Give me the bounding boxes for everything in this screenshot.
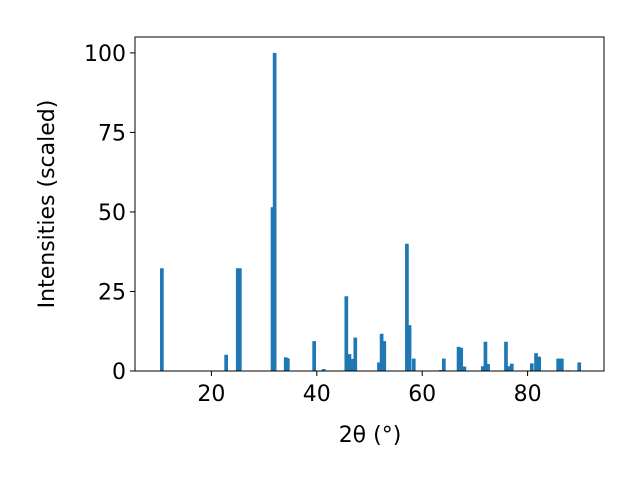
y-tick-label: 25	[98, 280, 126, 305]
bar-24	[462, 366, 467, 371]
x-tick-label: 40	[303, 382, 331, 407]
bar-0	[160, 268, 164, 371]
bar-26	[483, 341, 488, 371]
x-tick-label: 80	[514, 382, 542, 407]
bar-27	[486, 364, 490, 371]
bar-22	[456, 346, 461, 371]
bar-1	[224, 354, 229, 371]
bar-9	[321, 369, 326, 371]
bar-18	[407, 325, 412, 371]
y-tick-label: 50	[98, 201, 126, 226]
bar-12	[350, 358, 355, 371]
bar-10	[344, 296, 349, 371]
bar-29	[507, 366, 511, 371]
bar-5	[272, 52, 277, 372]
y-tick-label: 75	[98, 121, 126, 146]
bar-32	[534, 353, 538, 371]
x-tick-label: 20	[197, 382, 225, 407]
bar-21	[441, 358, 446, 371]
x-tick-label: 60	[408, 382, 436, 407]
bar-31	[529, 363, 534, 371]
bar-11	[347, 354, 352, 371]
y-axis-label: Intensities (scaled)	[35, 100, 60, 309]
bar-6	[283, 357, 288, 371]
bar-16	[382, 341, 387, 371]
bar-28	[504, 341, 508, 371]
bar-8	[312, 341, 317, 371]
bar-19	[411, 358, 416, 371]
bar-23	[459, 347, 464, 371]
bar-25	[480, 366, 485, 371]
bar-34	[556, 358, 560, 371]
bar-15	[379, 333, 384, 371]
bars-group	[160, 52, 582, 372]
bar-3	[238, 268, 242, 371]
bar-30	[509, 363, 514, 371]
bar-7	[285, 358, 290, 371]
bar-2	[235, 268, 240, 371]
bar-14	[377, 362, 381, 371]
bar-4	[270, 207, 275, 371]
x-axis-label: 2θ (°)	[339, 423, 402, 448]
bar-13	[353, 337, 358, 371]
bar-37	[577, 362, 582, 371]
y-tick-label: 100	[84, 42, 126, 67]
bar-35	[560, 358, 564, 371]
plot-frame	[134, 36, 605, 372]
bar-17	[405, 243, 409, 371]
x-axis-ticks: 20 40 60 80	[197, 371, 542, 407]
bar-33	[537, 356, 542, 371]
y-tick-label: 0	[112, 360, 126, 385]
y-axis-ticks: 0 25 50 75 100	[84, 42, 135, 385]
